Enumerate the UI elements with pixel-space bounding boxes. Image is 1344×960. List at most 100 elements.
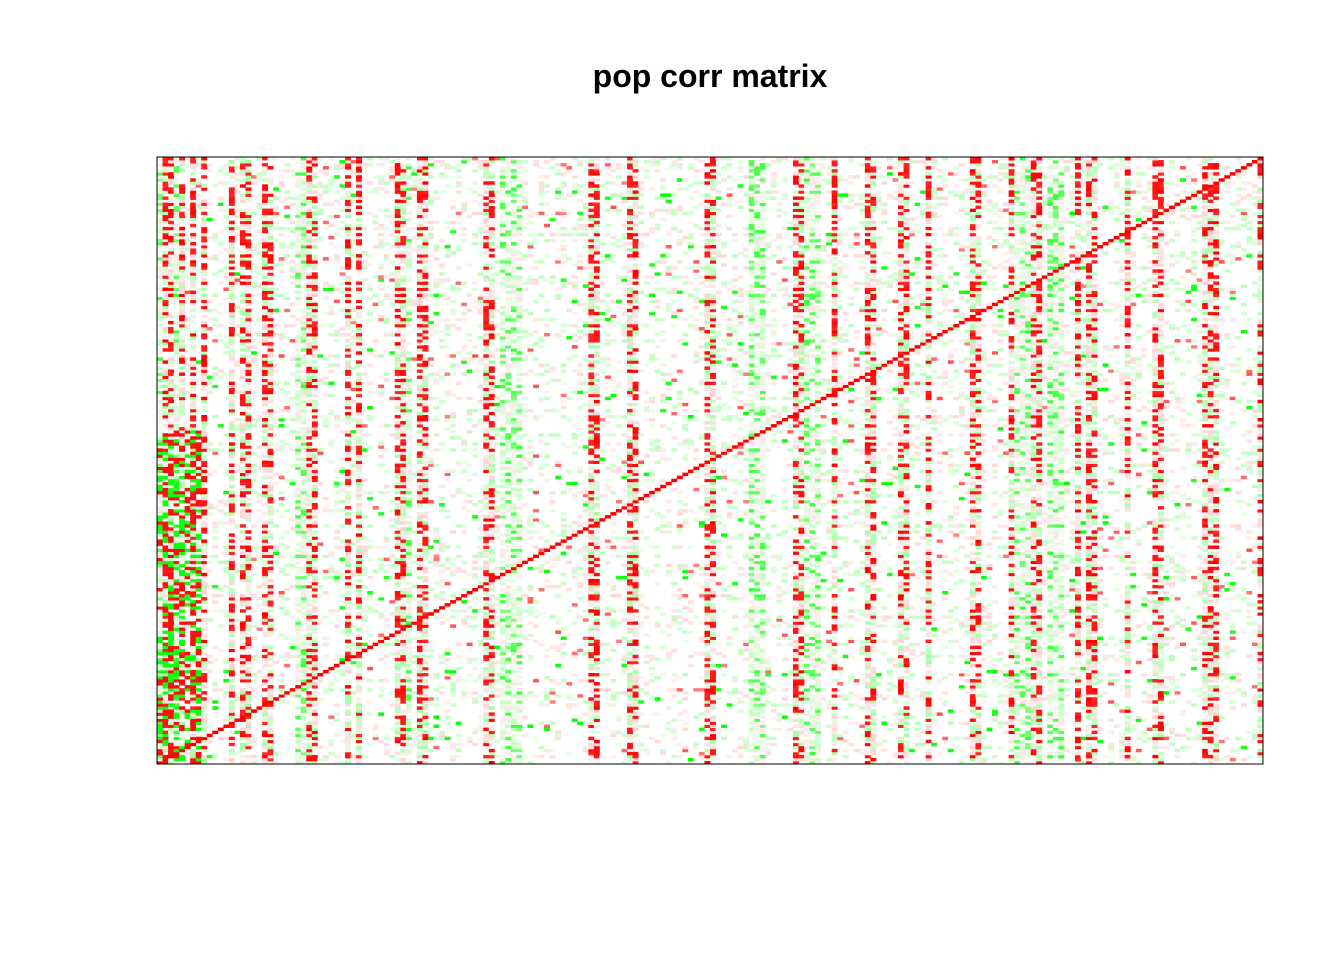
heatmap-cell <box>832 740 838 743</box>
heatmap-cell <box>1047 697 1053 700</box>
heatmap-cell <box>1014 743 1020 746</box>
heatmap-cell <box>948 722 954 725</box>
heatmap-cell <box>793 676 799 679</box>
heatmap-cell <box>516 743 522 746</box>
heatmap-cell <box>163 758 169 761</box>
heatmap-cell <box>268 731 274 734</box>
heatmap-cell <box>810 752 816 755</box>
heatmap-cell <box>483 676 489 679</box>
heatmap-cell <box>1125 691 1131 694</box>
heatmap-cell <box>1208 743 1214 746</box>
heatmap-cell <box>483 737 489 740</box>
heatmap-cell <box>312 682 318 685</box>
heatmap-cell <box>467 737 473 740</box>
heatmap-cell <box>422 715 428 718</box>
heatmap-cell <box>295 737 301 740</box>
heatmap-cell <box>1075 688 1081 691</box>
heatmap-cell <box>196 697 202 700</box>
heatmap-cell <box>1158 667 1164 670</box>
heatmap-cell <box>1208 685 1214 688</box>
heatmap-cell <box>848 673 854 676</box>
heatmap-cell <box>588 758 594 761</box>
heatmap-cell <box>1014 746 1020 749</box>
heatmap-cell <box>633 728 639 731</box>
heatmap-cell <box>981 737 987 740</box>
heatmap-cell <box>450 743 456 746</box>
heatmap-cell <box>395 703 401 706</box>
heatmap-cell <box>163 661 169 664</box>
heatmap-cell <box>1058 673 1064 676</box>
heatmap-cell <box>848 743 854 746</box>
heatmap-cell <box>268 749 274 752</box>
heatmap-cell <box>760 743 766 746</box>
heatmap-cell <box>959 722 965 725</box>
heatmap-cell <box>787 703 793 706</box>
heatmap-cell <box>1025 700 1031 703</box>
heatmap-cell <box>1092 673 1098 676</box>
heatmap-cell <box>483 703 489 706</box>
heatmap-cell <box>185 667 191 670</box>
heatmap-cell <box>633 673 639 676</box>
heatmap-cell <box>251 688 257 691</box>
heatmap-cell <box>533 694 539 697</box>
heatmap-cell <box>406 673 412 676</box>
heatmap-cell <box>920 694 926 697</box>
heatmap-cell <box>926 749 932 752</box>
heatmap-cell <box>1058 670 1064 673</box>
heatmap-cell <box>937 697 943 700</box>
heatmap-cell <box>704 673 710 676</box>
heatmap-cell <box>395 700 401 703</box>
heatmap-cell <box>760 715 766 718</box>
heatmap-cell <box>1058 685 1064 688</box>
heatmap-cell <box>975 737 981 740</box>
heatmap-cell <box>395 731 401 734</box>
heatmap-cell <box>1025 679 1031 682</box>
heatmap-cell <box>328 688 334 691</box>
heatmap-cell <box>1224 691 1230 694</box>
heatmap-cell <box>732 691 738 694</box>
heatmap-cell <box>760 703 766 706</box>
heatmap-cell <box>710 706 716 709</box>
heatmap-cell <box>163 694 169 697</box>
heatmap-cell <box>273 697 279 700</box>
heatmap-cell <box>837 715 843 718</box>
heatmap-cell <box>815 682 821 685</box>
heatmap-cell <box>345 731 351 734</box>
heatmap-cell <box>1020 694 1026 697</box>
heatmap-cell <box>157 676 163 679</box>
heatmap-cell <box>627 728 633 731</box>
heatmap-cell <box>212 752 218 755</box>
heatmap-cell <box>240 673 246 676</box>
heatmap-cell <box>975 685 981 688</box>
heatmap-cell <box>622 670 628 673</box>
heatmap-cell <box>1213 703 1219 706</box>
heatmap-cell <box>815 697 821 700</box>
heatmap-cell <box>1158 694 1164 697</box>
heatmap-cell <box>356 709 362 712</box>
heatmap-cell <box>533 737 539 740</box>
heatmap-cell <box>1014 709 1020 712</box>
heatmap-cell <box>516 703 522 706</box>
heatmap-cell <box>815 749 821 752</box>
heatmap-cell <box>240 679 246 682</box>
heatmap-cell <box>798 700 804 703</box>
heatmap-cell <box>1180 712 1186 715</box>
heatmap-cell <box>229 743 235 746</box>
heatmap-cell <box>975 725 981 728</box>
heatmap-cell <box>1152 706 1158 709</box>
heatmap-cell <box>422 722 428 725</box>
heatmap-cell <box>1208 728 1214 731</box>
heatmap-cell <box>1086 661 1092 664</box>
heatmap-cell <box>207 700 213 703</box>
heatmap-cell <box>295 661 301 664</box>
heatmap-cell <box>1053 679 1059 682</box>
heatmap-cell <box>870 737 876 740</box>
heatmap-cell <box>926 709 932 712</box>
heatmap-cell <box>157 755 163 758</box>
heatmap-cell <box>1020 755 1026 758</box>
heatmap-cell <box>1014 703 1020 706</box>
heatmap-cell <box>395 682 401 685</box>
heatmap-cell <box>798 664 804 667</box>
heatmap-cell <box>1047 731 1053 734</box>
heatmap-cell <box>306 703 312 706</box>
